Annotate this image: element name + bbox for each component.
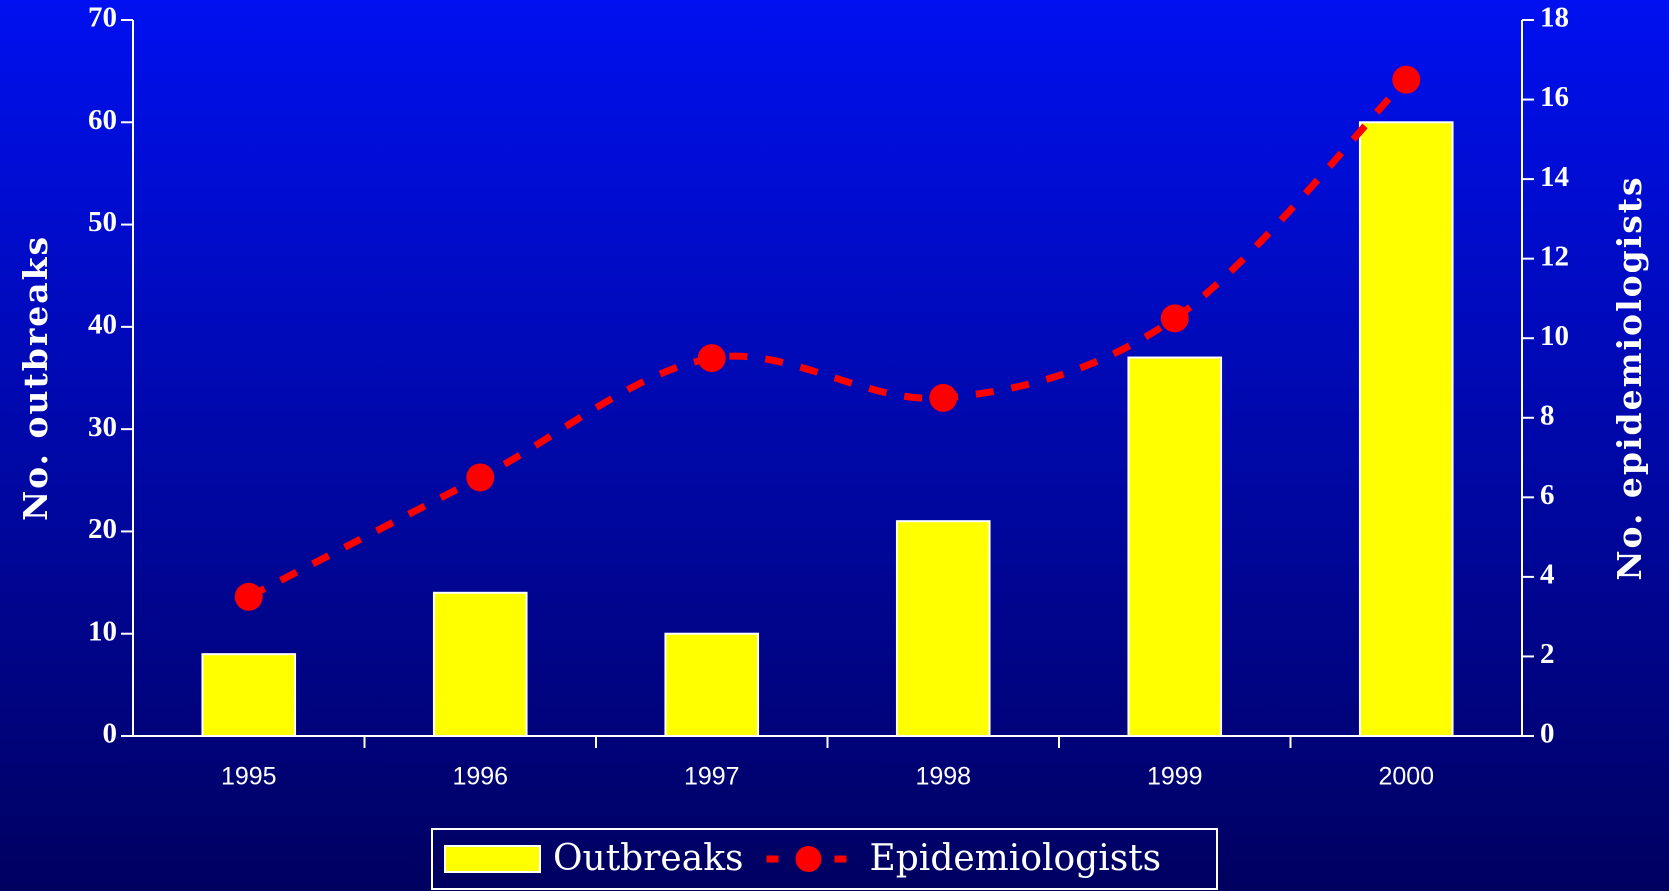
legend-label: Outbreaks (553, 838, 743, 879)
line (247, 77, 1409, 600)
bar (432, 591, 528, 737)
y-tick-label: 30 (88, 411, 117, 443)
y-tick-label: 40 (88, 309, 117, 341)
legend-swatch (795, 846, 822, 872)
y2-tick-label: 0 (1540, 718, 1555, 750)
y2-tick-label: 6 (1540, 479, 1555, 511)
y-tick-label: 10 (88, 615, 117, 647)
x-tick-label: 1996 (452, 763, 508, 791)
y2-tick-label: 14 (1540, 161, 1569, 193)
y2-tick-label: 4 (1540, 559, 1555, 591)
point (1160, 304, 1189, 333)
y-axis-title: No. outbreaks (16, 235, 55, 521)
x-tick-label: 1997 (684, 763, 740, 791)
point (929, 383, 958, 412)
y-tick-label: 20 (88, 513, 117, 545)
point (234, 582, 263, 611)
y2-tick-label: 16 (1540, 81, 1569, 113)
y2-tick-label: 8 (1540, 399, 1555, 431)
x-tick-label: 2000 (1378, 763, 1434, 791)
point (697, 344, 726, 373)
bar (1127, 356, 1223, 737)
bar (1358, 121, 1454, 738)
legend-swatch (444, 845, 541, 873)
y-tick-label: 50 (88, 206, 117, 238)
x-tick-label: 1995 (221, 763, 277, 791)
y2-tick-label: 18 (1540, 2, 1569, 34)
point (466, 463, 495, 492)
bar (664, 632, 760, 738)
bar (201, 653, 297, 738)
y-tick-label: 60 (88, 104, 117, 136)
y2-axis-title: No. epidemiologists (1610, 175, 1649, 580)
bar (895, 520, 991, 738)
y2-tick-label: 10 (1540, 320, 1569, 352)
legend-label: Epidemiologists (869, 838, 1161, 879)
legend-box (431, 828, 1218, 890)
point (1392, 65, 1421, 94)
y-tick-label: 70 (88, 2, 117, 34)
x-tick-label: 1998 (915, 763, 971, 791)
y2-tick-label: 2 (1540, 638, 1555, 670)
y2-tick-label: 12 (1540, 240, 1569, 272)
x-tick-label: 1999 (1147, 763, 1203, 791)
y-tick-label: 0 (103, 718, 118, 750)
